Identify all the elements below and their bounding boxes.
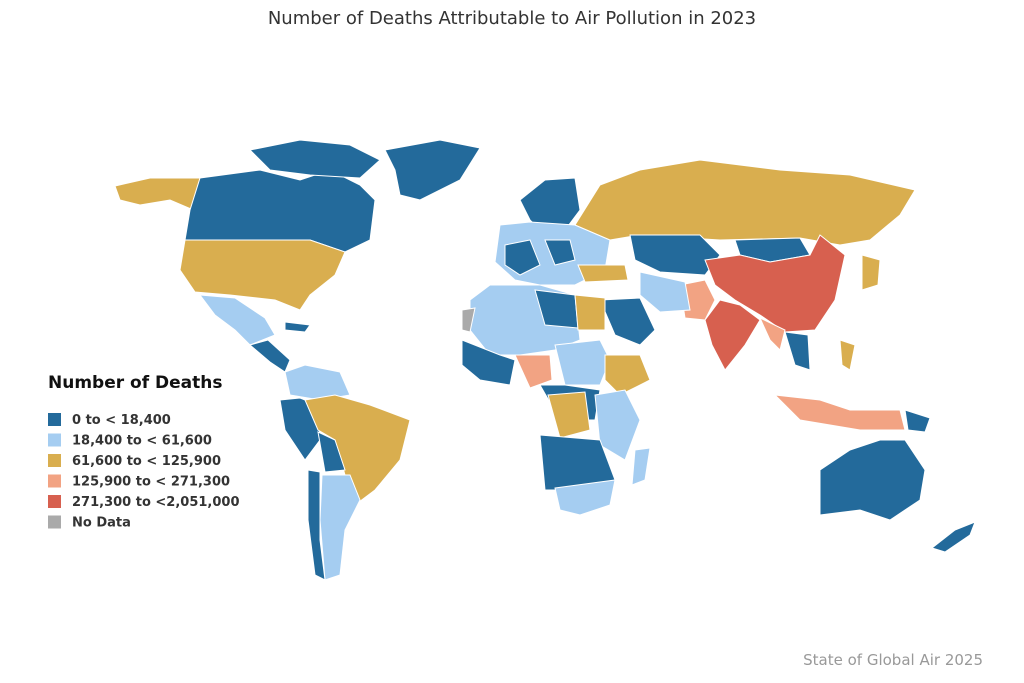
country [179, 239, 346, 311]
country [547, 391, 591, 439]
country [773, 394, 906, 431]
country [554, 479, 616, 516]
legend-title: Number of Deaths [48, 373, 223, 393]
country [514, 354, 553, 389]
country [704, 234, 846, 333]
country [184, 169, 376, 253]
source-note: State of Global Air 2025 [803, 651, 983, 669]
country [629, 234, 721, 276]
country [304, 394, 411, 506]
map-title: Number of Deaths Attributable to Air Pol… [268, 8, 756, 29]
legend-swatch [48, 454, 61, 467]
country [504, 239, 541, 276]
legend-label: 0 to < 18,400 [72, 413, 171, 428]
country [930, 521, 976, 553]
country [631, 447, 651, 486]
country [639, 271, 691, 313]
legend-swatch [48, 515, 61, 529]
legend-label: 61,600 to < 125,900 [72, 454, 221, 469]
country [544, 239, 576, 266]
country [284, 321, 311, 333]
country [461, 307, 476, 333]
country [284, 364, 351, 401]
country [574, 294, 606, 331]
country [461, 339, 516, 386]
country [114, 177, 201, 213]
legend-swatch [48, 413, 61, 426]
legend-swatch [48, 433, 61, 447]
country [384, 139, 481, 201]
country [554, 339, 611, 386]
country [594, 389, 641, 461]
world-map [114, 139, 976, 581]
legend-label: 18,400 to < 61,600 [72, 434, 212, 449]
legend-label: 271,300 to <2,051,000 [72, 495, 240, 510]
country [198, 294, 276, 346]
country [839, 339, 856, 371]
legend-label: 125,900 to < 271,300 [72, 475, 230, 490]
country [574, 159, 916, 246]
country [904, 409, 931, 433]
country [317, 431, 346, 473]
country [319, 474, 361, 581]
legend-label: No Data [72, 516, 131, 531]
country [248, 339, 291, 373]
country [599, 297, 656, 346]
legend: 0 to < 18,400 18,400 to < 61,600 61,600 to… [48, 413, 240, 531]
country [784, 331, 811, 371]
country [604, 354, 651, 396]
country [577, 264, 629, 283]
country [307, 469, 326, 581]
country [861, 254, 881, 291]
country [248, 139, 381, 179]
legend-swatch [48, 474, 61, 488]
legend-swatch [48, 495, 61, 508]
country [819, 439, 926, 521]
country [758, 316, 786, 351]
country [704, 299, 761, 371]
